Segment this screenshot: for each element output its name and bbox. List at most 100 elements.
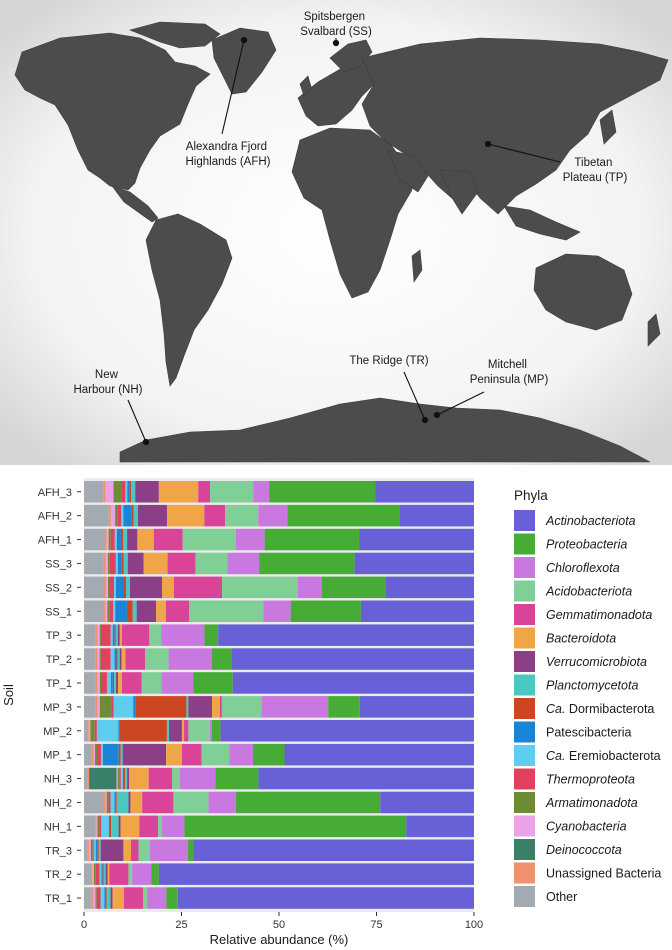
bar-segment-tp-1-chloroflexota bbox=[161, 672, 194, 694]
site-marker-tr bbox=[421, 416, 429, 424]
legend-label-ca-eremiobacterota: Ca. Eremiobacterota bbox=[546, 749, 661, 763]
bar-segment-tr-3-verrucomicrobiota bbox=[100, 839, 124, 861]
bar-segment-tp-1-armatimonadota bbox=[99, 672, 102, 694]
bar-segment-tp-1-unassigned-bacteria bbox=[95, 672, 98, 694]
bar-segment-mp-3-cyanobacteria bbox=[97, 696, 100, 718]
y-tick-label-tr-2: TR_2 bbox=[45, 869, 72, 881]
bar-segment-tp-2-bacteroidota bbox=[121, 648, 126, 670]
bar-segment-tp-3-armatimonadota bbox=[99, 624, 101, 646]
bar-segment-ss-1-unassigned-bacteria bbox=[103, 600, 106, 622]
bar-segment-afh-1-ca-dormibacterota bbox=[120, 528, 123, 551]
bar-segment-tp-1-ca-eremiobacterota bbox=[106, 672, 111, 694]
bar-segment-tr-1-patescibacteria bbox=[104, 887, 106, 909]
y-tick-label-ss-1: SS_1 bbox=[45, 606, 72, 618]
bar-segment-tr-2-cyanobacteria bbox=[92, 863, 94, 885]
bar-segment-nh-2-verrucomicrobiota bbox=[128, 791, 131, 814]
bar-segment-ss-2-acidobacteriota bbox=[222, 576, 298, 599]
bar-segment-nh-1-cyanobacteria bbox=[96, 815, 98, 838]
bar-segment-mp-1-chloroflexota bbox=[229, 743, 253, 766]
bar-segment-afh-1-thermoproteota bbox=[110, 528, 115, 551]
bar-segment-tp-3-actinobacteriota bbox=[218, 624, 474, 646]
bar-segment-tp-1-bacteroidota bbox=[118, 672, 122, 694]
bar-segment-afh-3-unassigned-bacteria bbox=[103, 481, 106, 503]
bar-segment-nh-1-unassigned-bacteria bbox=[95, 815, 97, 838]
bar-segment-mp-3-bacteroidota bbox=[212, 696, 220, 718]
bar-segment-ss-2-actinobacteriota bbox=[386, 576, 474, 599]
bar-segment-mp-2-ca-eremiobacterota bbox=[96, 720, 119, 742]
bar-segment-nh-1-acidobacteriota bbox=[158, 815, 162, 838]
bar-segment-ss-1-ca-dormibacterota bbox=[126, 600, 133, 622]
bar-segment-ss-2-armatimonadota bbox=[108, 576, 110, 599]
y-tick-label-tp-3: TP_3 bbox=[46, 630, 72, 642]
bar-segment-ss-1-bacteroidota bbox=[156, 600, 166, 622]
bar-segment-nh-2-patescibacteria bbox=[114, 791, 116, 814]
bar-segment-tp-1-verrucomicrobiota bbox=[116, 672, 119, 694]
bar-segment-nh-1-proteobacteria bbox=[184, 815, 407, 838]
legend-swatch-ca-eremiobacterota bbox=[514, 745, 535, 766]
bar-segment-ss-2-gemmatimonadota bbox=[174, 576, 222, 599]
bar-segment-tr-2-chloroflexota bbox=[132, 863, 152, 885]
legend-swatch-bacteroidota bbox=[514, 627, 535, 649]
bar-segment-tr-1-unassigned-bacteria bbox=[91, 887, 94, 909]
legend-swatch-chloroflexota bbox=[514, 557, 535, 578]
legend-label-unassigned-bacteria: Unassigned Bacteria bbox=[546, 867, 661, 881]
bars-layer bbox=[84, 481, 475, 909]
bar-segment-tr-2-gemmatimonadota bbox=[109, 863, 129, 885]
site-label-afh: Alexandra Fjord Highlands (AFH) bbox=[186, 141, 271, 168]
bar-segment-ss-1-ca-eremiobacterota bbox=[113, 600, 116, 622]
bar-segment-nh-2-planctomycetota bbox=[116, 791, 129, 814]
bar-segment-afh-2-ca-dormibacterota bbox=[131, 504, 134, 527]
bar-segment-tp-3-verrucomicrobiota bbox=[117, 624, 120, 646]
bar-segment-tp-3-ca-eremiobacterota bbox=[110, 624, 113, 646]
bar-segment-afh-1-armatimonadota bbox=[108, 528, 111, 551]
y-tick-label-tr-3: TR_3 bbox=[45, 845, 72, 857]
bar-segment-afh-3-cyanobacteria bbox=[105, 481, 114, 503]
bar-segment-afh-1-acidobacteriota bbox=[182, 528, 236, 551]
landmass-central-america bbox=[111, 185, 159, 223]
bar-segment-tp-1-cyanobacteria bbox=[97, 672, 100, 694]
bar-segment-tr-1-other bbox=[84, 887, 92, 909]
bar-segment-tp-3-patescibacteria bbox=[112, 624, 115, 646]
bar-segment-nh-1-planctomycetota bbox=[111, 815, 119, 838]
bar-segment-tp-3-chloroflexota bbox=[161, 624, 205, 646]
bar-segment-tr-3-acidobacteriota bbox=[138, 839, 150, 861]
bar-segment-tr-2-patescibacteria bbox=[101, 863, 103, 885]
site-marker-mp bbox=[433, 411, 441, 419]
bar-segment-tp-2-planctomycetota bbox=[117, 648, 120, 670]
y-tick-label-ss-2: SS_2 bbox=[45, 582, 72, 594]
bar-segment-ss-1-verrucomicrobiota bbox=[136, 600, 157, 622]
x-tick-label-0: 0 bbox=[81, 919, 87, 931]
bar-segment-mp-2-other bbox=[84, 720, 89, 742]
bar-segment-tr-2-verrucomicrobiota bbox=[105, 863, 108, 885]
bar-segment-afh-3-planctomycetota bbox=[131, 481, 136, 503]
bar-segment-ss-3-gemmatimonadota bbox=[167, 552, 196, 575]
bar-segment-mp-2-cyanobacteria bbox=[89, 720, 91, 742]
y-tick-label-afh-1: AFH_1 bbox=[38, 535, 72, 547]
bar-segment-tr-3-bacteroidota bbox=[123, 839, 131, 861]
bar-segment-mp-1-acidobacteriota bbox=[201, 743, 230, 766]
bar-segment-mp-1-patescibacteria bbox=[102, 743, 119, 766]
bar-segment-tr-1-planctomycetota bbox=[106, 887, 111, 909]
legend-items: Actinobacteriota Proteobacteria Chloroflex… bbox=[514, 510, 661, 907]
bar-segment-afh-1-verrucomicrobiota bbox=[127, 528, 138, 551]
bar-segment-ss-2-cyanobacteria bbox=[106, 576, 108, 599]
bar-segment-mp-1-ca-eremiobacterota bbox=[100, 743, 103, 766]
bar-segment-tr-1-chloroflexota bbox=[147, 887, 167, 909]
legend-swatch-unassigned-bacteria bbox=[514, 862, 535, 884]
bar-segment-tr-1-thermoproteota bbox=[96, 887, 101, 909]
bar-segment-mp-1-planctomycetota bbox=[120, 743, 123, 766]
bar-segment-nh-3-proteobacteria bbox=[215, 767, 259, 790]
site-label-nh: New Harbour (NH) bbox=[73, 369, 142, 396]
bar-segment-nh-1-gemmatimonadota bbox=[139, 815, 159, 838]
bar-segment-nh-2-armatimonadota bbox=[106, 791, 109, 814]
bar-segment-tr-1-verrucomicrobiota bbox=[110, 887, 113, 909]
bar-segment-tp-1-gemmatimonadota bbox=[121, 672, 142, 694]
landmass-madagascar bbox=[411, 249, 423, 283]
bar-segment-afh-2-verrucomicrobiota bbox=[137, 504, 167, 527]
bar-segment-afh-3-verrucomicrobiota bbox=[135, 481, 159, 503]
bar-segment-mp-2-verrucomicrobiota bbox=[169, 720, 182, 742]
site-marker-afh bbox=[240, 36, 248, 44]
bar-segment-tp-3-gemmatimonadota bbox=[121, 624, 150, 646]
bar-segment-tp-2-gemmatimonadota bbox=[125, 648, 146, 670]
bar-segment-afh-3-other bbox=[84, 481, 104, 503]
